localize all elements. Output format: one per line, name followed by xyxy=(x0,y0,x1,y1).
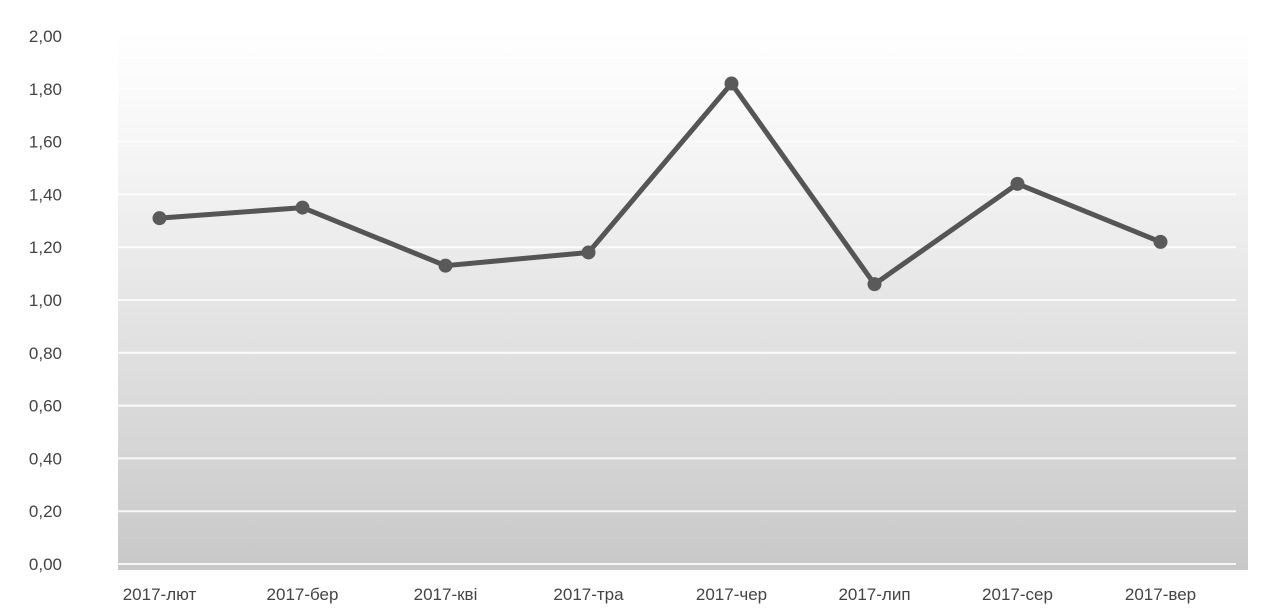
x-category-label: 2017-чер xyxy=(696,585,767,604)
y-tick-label: 1,80 xyxy=(29,80,62,99)
data-point xyxy=(1010,176,1025,191)
data-point xyxy=(724,76,739,91)
x-category-label: 2017-лют xyxy=(123,585,197,604)
data-point xyxy=(867,277,882,292)
y-tick-label: 0,00 xyxy=(29,555,62,574)
data-point xyxy=(581,245,596,260)
y-axis-ticks: 0,00 0,20 0,40 0,60 0,80 1,00 1,20 1,40 1,60 1,80… xyxy=(29,27,62,574)
x-axis-categories: 2017-лют 2017-бер 2017-кві 2017-тра 2017-чер… xyxy=(123,585,1196,604)
x-category-label: 2017-бер xyxy=(267,585,339,604)
gridlines xyxy=(118,35,1236,565)
y-tick-label: 1,60 xyxy=(29,133,62,152)
y-tick-label: 1,00 xyxy=(29,291,62,310)
y-tick-label: 0,80 xyxy=(29,344,62,363)
x-category-label: 2017-сер xyxy=(982,585,1053,604)
series xyxy=(152,76,1168,292)
y-tick-label: 2,00 xyxy=(29,27,62,46)
x-category-label: 2017-лип xyxy=(838,585,910,604)
data-point xyxy=(152,211,167,226)
data-point xyxy=(1153,234,1168,249)
y-tick-label: 0,20 xyxy=(29,502,62,521)
y-tick-label: 0,40 xyxy=(29,449,62,468)
y-tick-label: 0,60 xyxy=(29,397,62,416)
data-point xyxy=(295,200,310,215)
y-tick-label: 1,20 xyxy=(29,238,62,257)
series-line xyxy=(157,81,1163,287)
data-point xyxy=(438,258,453,273)
x-category-label: 2017-вер xyxy=(1125,585,1196,604)
y-tick-label: 1,40 xyxy=(29,185,62,204)
x-category-label: 2017-тра xyxy=(553,585,624,604)
x-category-label: 2017-кві xyxy=(414,585,478,604)
